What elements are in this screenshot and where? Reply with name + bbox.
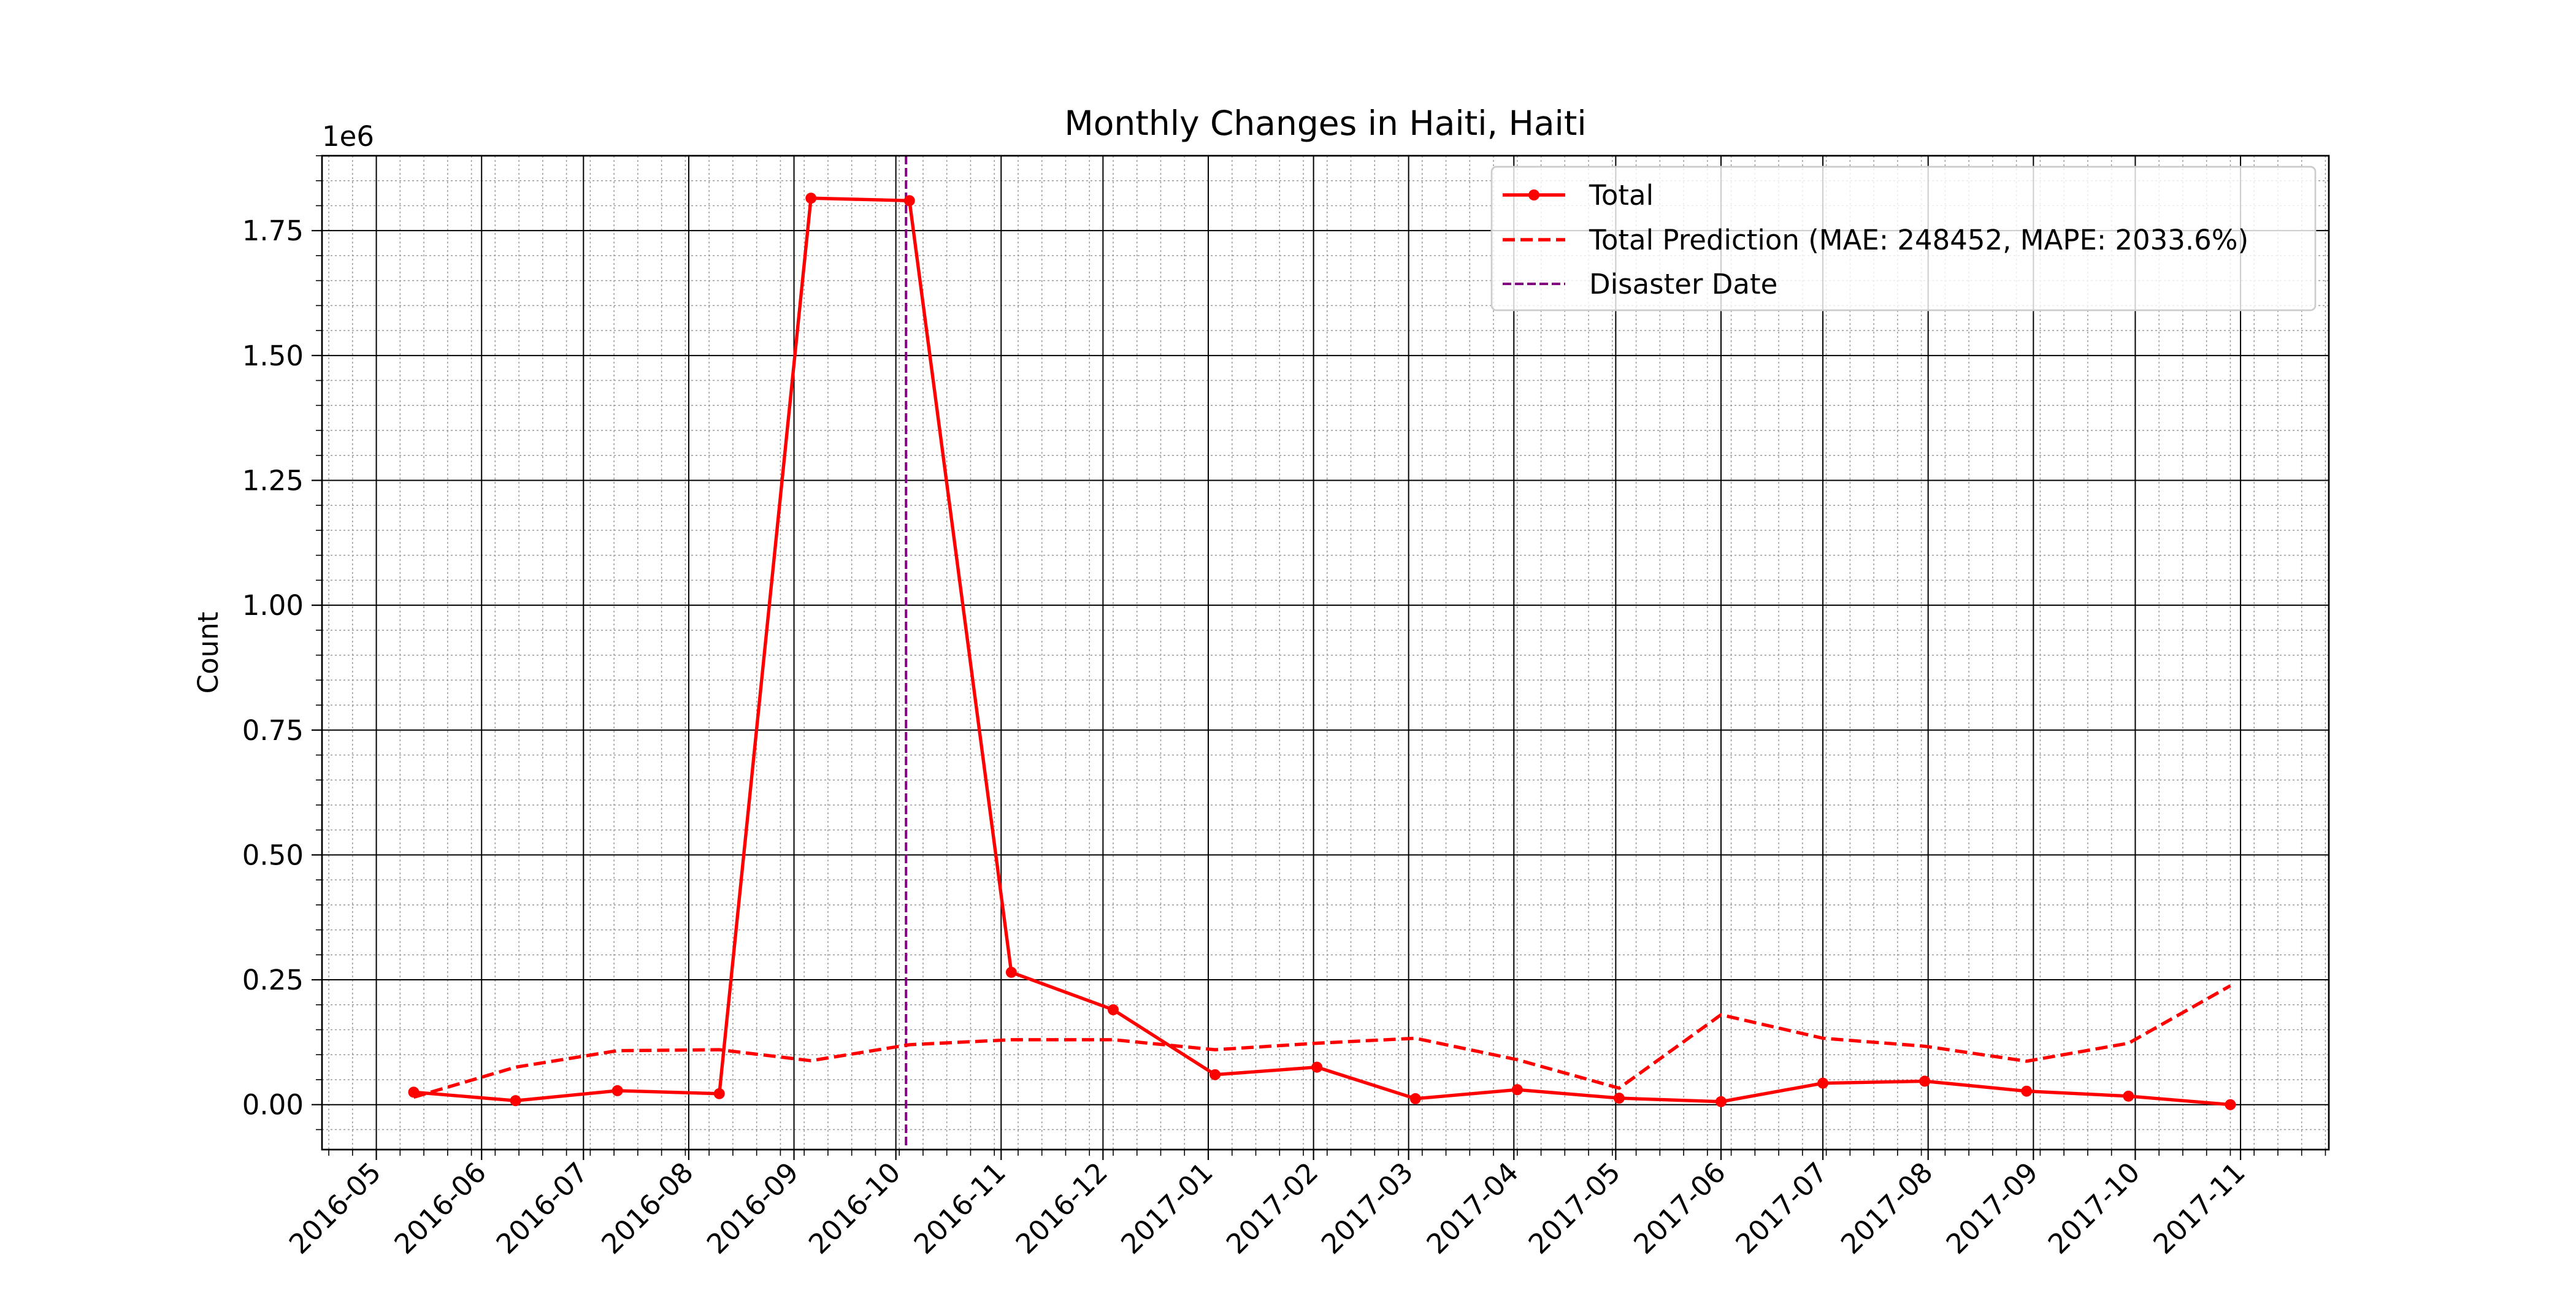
series-total-point bbox=[1209, 1069, 1221, 1080]
y-tick-label: 0.75 bbox=[242, 714, 304, 747]
series-total-point bbox=[1107, 1004, 1119, 1015]
y-tick-label: 1.50 bbox=[242, 340, 304, 372]
series-total-point bbox=[510, 1095, 521, 1107]
series-total-point bbox=[1919, 1075, 1931, 1087]
series-total-point bbox=[713, 1088, 725, 1099]
legend-label-disaster: Disaster Date bbox=[1589, 268, 1777, 300]
y-tick-label: 0.50 bbox=[242, 839, 304, 871]
y-tick-label: 1.25 bbox=[242, 464, 304, 497]
minor-ticks bbox=[316, 155, 2326, 1156]
series-total-point bbox=[1715, 1096, 1727, 1107]
series-total-point bbox=[1817, 1077, 1829, 1089]
y-tick-label: 0.00 bbox=[242, 1089, 304, 1121]
series-total-point bbox=[1613, 1093, 1625, 1104]
series-total-point bbox=[611, 1085, 623, 1096]
series-total-point bbox=[805, 193, 817, 204]
y-tick-label: 0.25 bbox=[242, 964, 304, 996]
y-offset-label: 1e6 bbox=[322, 120, 374, 153]
series-prediction-line bbox=[413, 984, 2231, 1099]
series-total-point bbox=[2021, 1085, 2033, 1097]
legend-marker-total bbox=[1528, 189, 1539, 200]
series-total-point bbox=[1409, 1093, 1421, 1104]
major-ticks bbox=[312, 230, 2242, 1160]
y-tick-label: 1.75 bbox=[242, 215, 304, 247]
legend-box bbox=[1490, 166, 2317, 311]
legend-label-prediction: Total Prediction (MAE: 248452, MAPE: 203… bbox=[1589, 224, 2248, 256]
legend-label-total: Total bbox=[1589, 179, 1654, 212]
y-tick-label: 1.00 bbox=[242, 589, 304, 622]
series-total-point bbox=[1311, 1061, 1323, 1073]
series-total-point bbox=[903, 195, 915, 207]
y-tick-labels: 0.00 0.25 0.50 0.75 1.00 1.25 1.50 1.75 bbox=[242, 215, 304, 1121]
legend: Total Total Prediction (MAE: 248452, MAP… bbox=[1490, 166, 2317, 311]
major-grid bbox=[322, 156, 2329, 1150]
series-total-point bbox=[1005, 966, 1017, 978]
plot-lines bbox=[408, 156, 2236, 1150]
plot-frame bbox=[321, 155, 2330, 1151]
series-total-point bbox=[1511, 1084, 1523, 1096]
series-total-point bbox=[2123, 1090, 2134, 1102]
chart-title: Monthly Changes in Haiti, Haiti bbox=[1064, 104, 1586, 143]
series-total-point bbox=[2225, 1099, 2236, 1110]
y-axis-label: Count bbox=[192, 612, 224, 694]
